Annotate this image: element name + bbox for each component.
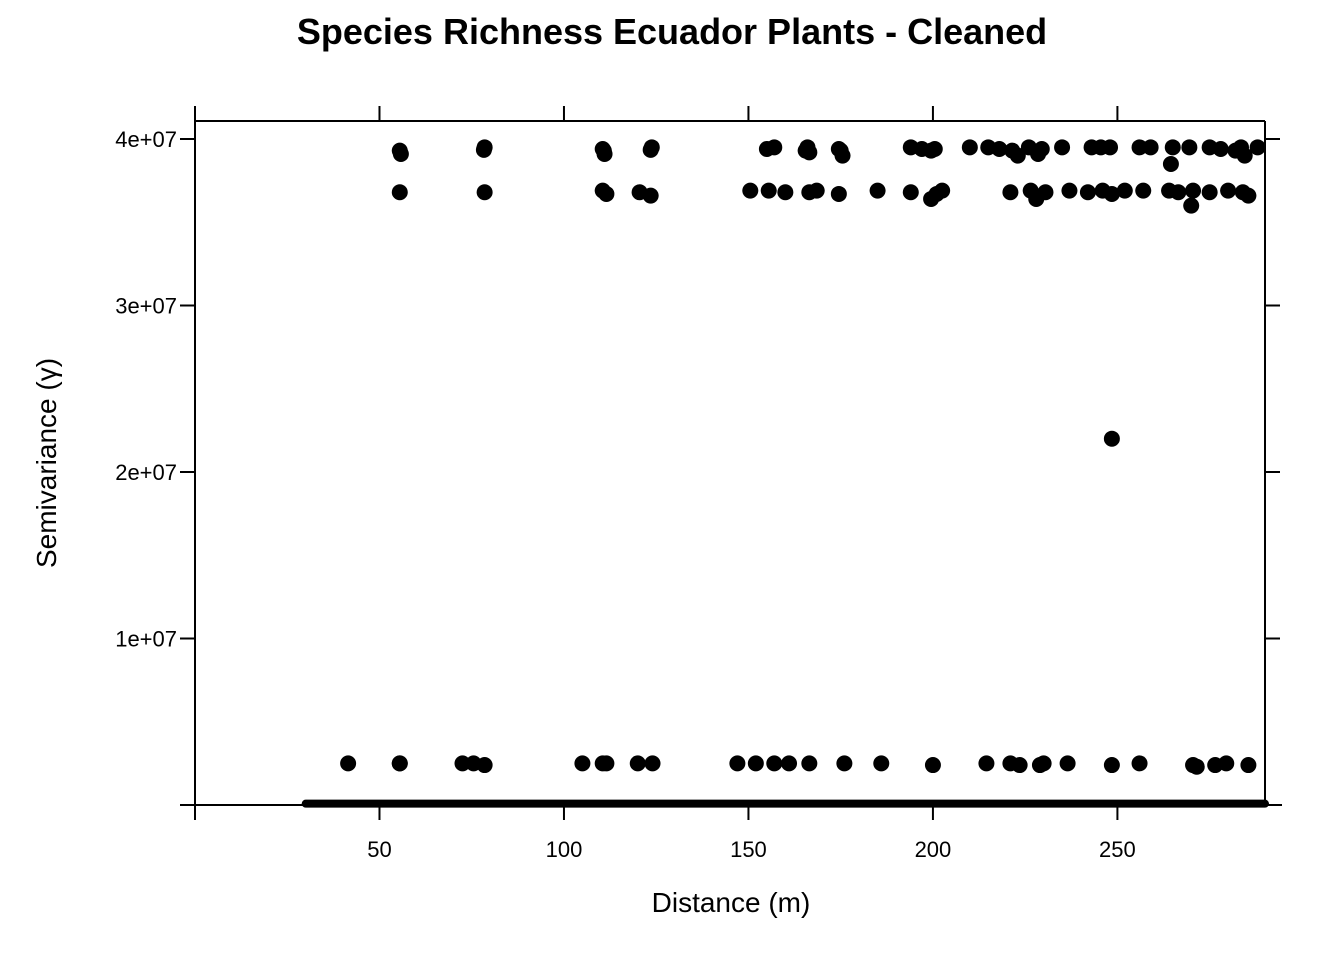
data-point <box>1030 145 1047 162</box>
data-point <box>391 184 408 201</box>
data-point <box>1240 757 1257 774</box>
data-point <box>1054 139 1071 156</box>
y-tick-label: 3e+07 <box>115 294 177 319</box>
data-point <box>454 755 471 772</box>
data-point <box>747 755 764 772</box>
data-point <box>1002 184 1019 201</box>
data-point <box>832 142 849 159</box>
data-point <box>1009 147 1026 164</box>
data-point <box>644 755 661 772</box>
data-point <box>808 182 825 199</box>
data-point <box>836 755 853 772</box>
data-point <box>1102 139 1119 156</box>
data-point <box>991 140 1008 157</box>
data-point <box>1135 182 1152 199</box>
data-point <box>1220 182 1237 199</box>
x-tick-label: 250 <box>1099 837 1136 862</box>
data-point <box>1103 430 1120 447</box>
data-point <box>1185 182 1202 199</box>
y-tick-label: 1e+07 <box>115 627 177 652</box>
x-tick-label: 200 <box>915 837 952 862</box>
data-point <box>830 185 847 202</box>
data-point <box>777 184 794 201</box>
data-point <box>476 757 493 774</box>
data-point <box>766 139 783 156</box>
data-point <box>642 141 659 158</box>
data-point <box>340 755 357 772</box>
data-point <box>598 755 615 772</box>
data-point <box>742 182 759 199</box>
data-point <box>598 185 615 202</box>
data-point <box>978 755 995 772</box>
data-point <box>1142 139 1159 156</box>
data-point <box>574 755 591 772</box>
data-point <box>1037 184 1054 201</box>
data-point <box>475 141 492 158</box>
data-point <box>1164 139 1181 156</box>
plot-area <box>301 139 1269 808</box>
data-point <box>1061 182 1078 199</box>
data-point <box>1170 184 1187 201</box>
data-point <box>869 182 886 199</box>
data-point <box>1183 197 1200 214</box>
data-point <box>1116 182 1133 199</box>
data-point <box>1227 142 1244 159</box>
data-point <box>928 185 945 202</box>
data-point <box>961 139 978 156</box>
y-tick-label: 4e+07 <box>115 127 177 152</box>
data-point <box>1218 755 1235 772</box>
data-point <box>766 755 783 772</box>
data-point <box>1240 187 1257 204</box>
data-point <box>1131 755 1148 772</box>
y-axis-label: Semivariance (γ) <box>31 358 62 568</box>
data-point <box>391 755 408 772</box>
data-point <box>1212 140 1229 157</box>
data-point <box>760 182 777 199</box>
chart-title: Species Richness Ecuador Plants - Cleane… <box>297 11 1047 52</box>
data-point <box>873 755 890 772</box>
data-point <box>1011 757 1028 774</box>
x-axis-label: Distance (m) <box>652 887 811 918</box>
data-point <box>1059 755 1076 772</box>
data-point <box>1103 757 1120 774</box>
data-point <box>1103 185 1120 202</box>
data-point <box>1131 139 1148 156</box>
y-tick-label: 2e+07 <box>115 460 177 485</box>
x-tick-label: 150 <box>730 837 767 862</box>
data-point <box>801 755 818 772</box>
data-point <box>629 755 646 772</box>
data-point <box>1249 139 1266 156</box>
data-point <box>392 145 409 162</box>
data-point <box>801 144 818 161</box>
x-tick-label: 100 <box>546 837 583 862</box>
data-point <box>1188 758 1205 775</box>
data-point <box>729 755 746 772</box>
data-point <box>1162 155 1179 172</box>
data-point <box>1201 184 1218 201</box>
data-point <box>902 184 919 201</box>
data-point <box>781 755 798 772</box>
data-point <box>1181 139 1198 156</box>
x-tick-label: 50 <box>367 837 391 862</box>
data-point <box>924 757 941 774</box>
data-point <box>595 142 612 159</box>
data-point <box>1035 755 1052 772</box>
data-point <box>476 184 493 201</box>
data-point <box>1079 184 1096 201</box>
axes: 50 100 150 200 250 1e+07 2e+07 3e+07 4e+07 <box>115 106 1282 862</box>
data-point <box>642 187 659 204</box>
data-point <box>926 140 943 157</box>
